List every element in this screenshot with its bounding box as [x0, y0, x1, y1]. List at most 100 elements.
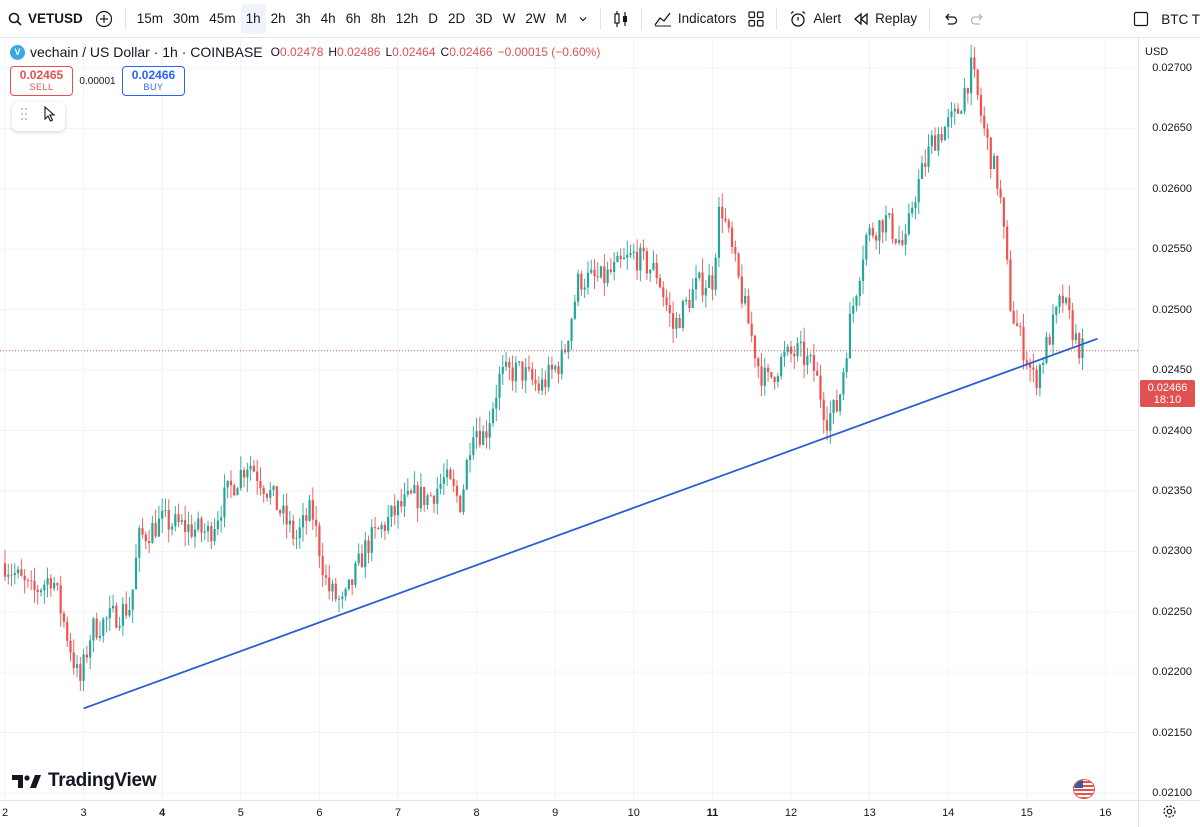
compare-symbol-button[interactable] [89, 4, 119, 34]
candle-body-up [197, 518, 200, 530]
candle-body-up [1074, 333, 1078, 341]
sell-button[interactable]: 0.02465 SELL [10, 66, 73, 96]
candle-body-up [7, 574, 10, 577]
interval-dropdown-button[interactable] [572, 4, 594, 34]
candle-body-up [282, 505, 285, 514]
interval-2h[interactable]: 2h [270, 11, 286, 26]
legend-title: vechain / US Dollar · 1h · COINBASE [30, 44, 263, 60]
candle-body-down [793, 353, 796, 357]
candle-body-up [681, 301, 685, 328]
candle-body-down [59, 585, 62, 614]
price-label: 0.02450 [1152, 364, 1192, 377]
candle-body-up [560, 349, 563, 375]
candle-body-down [177, 514, 180, 523]
interval-6h[interactable]: 6h [345, 11, 361, 26]
interval-w[interactable]: W [502, 11, 516, 26]
time-label: 4 [159, 807, 166, 819]
candle-body-down [115, 605, 118, 628]
candle-body-down [360, 553, 364, 568]
candle-body-down [377, 528, 380, 530]
low-value: 0.02464 [392, 45, 436, 59]
interval-45m[interactable]: 45m [209, 11, 236, 26]
interval-1h[interactable]: 1h [240, 3, 266, 34]
candle-body-up [1045, 336, 1048, 363]
candle-body-down [72, 652, 75, 669]
alert-button[interactable]: Alert [783, 4, 847, 34]
interval-2w[interactable]: 2W [525, 11, 546, 26]
interval-3h[interactable]: 3h [295, 11, 311, 26]
chart-type-button[interactable] [607, 4, 635, 34]
candle-body-down [334, 583, 337, 600]
time-label: 9 [552, 807, 559, 819]
candle-body-up [567, 340, 570, 353]
sell-label: SELL [29, 82, 54, 92]
layouts-button[interactable] [742, 4, 770, 34]
chevron-down-icon [578, 14, 588, 24]
candle-body-down [986, 128, 989, 138]
symbol-search[interactable]: VETUSD [0, 4, 89, 34]
interval-8h[interactable]: 8h [370, 11, 386, 26]
low-key: L [385, 45, 393, 59]
candle-body-up [246, 469, 249, 478]
us-flag-icon[interactable] [1073, 779, 1095, 799]
interval-4h[interactable]: 4h [320, 11, 336, 26]
close-value: 0.02466 [449, 45, 493, 59]
fullscreen-button[interactable] [1127, 4, 1155, 34]
replay-button[interactable]: Replay [847, 4, 923, 34]
candle-body-down [49, 578, 52, 589]
candle-body-down [318, 525, 321, 557]
time-label: 7 [394, 807, 402, 819]
interval-m[interactable]: M [555, 11, 567, 26]
price-scale[interactable]: 0.02700 0.02650 0.02600 0.02550 0.02500 0.024… [1138, 38, 1200, 800]
candle-body-up [888, 213, 891, 216]
candle-body-down [315, 519, 318, 526]
price-label: 0.02200 [1152, 666, 1192, 679]
undo-button[interactable] [936, 4, 964, 34]
interval-3d[interactable]: 3D [475, 11, 493, 26]
candle-body-up [1058, 295, 1061, 307]
drag-handle-icon[interactable] [20, 107, 28, 126]
price-label: 0.02600 [1152, 182, 1192, 195]
candle-body-up [780, 356, 783, 377]
replay-label: Replay [875, 11, 918, 26]
interval-15m[interactable]: 15m [136, 11, 164, 26]
candle-body-down [563, 349, 567, 353]
redo-button[interactable] [964, 4, 992, 34]
candle-body-up [269, 490, 272, 498]
interval-12h[interactable]: 12h [395, 11, 419, 26]
candle-body-up [786, 346, 789, 352]
interval-list: 15m 30m 45m 1h 2h 3h 4h 6h 8h 12h D 2D 3D W 2W M [132, 3, 572, 34]
interval-2d[interactable]: 2D [448, 11, 466, 26]
indicators-button[interactable]: Indicators [648, 4, 743, 34]
chart-pane[interactable] [0, 38, 1138, 800]
time-scale[interactable]: 2 3 4 5 6 7 8 9 10 11 12 13 14 15 16 [0, 800, 1138, 827]
interval-30m[interactable]: 30m [173, 11, 200, 26]
candle-body-up [518, 361, 521, 363]
candlestick-chart[interactable] [0, 38, 1138, 800]
floating-drawing-toolbar [12, 102, 65, 131]
candle-body-up [308, 500, 311, 521]
candle-body-down [835, 399, 838, 412]
tradingview-logo-icon [12, 775, 41, 788]
compare-symbol-tab[interactable]: BTC T [1155, 4, 1200, 34]
legend-close: C0.02466 [441, 45, 493, 59]
price-label: 0.02650 [1152, 122, 1192, 135]
candle-body-down [596, 276, 599, 278]
candle-body-down [33, 580, 36, 590]
candle-body-down [819, 375, 822, 400]
candle-body-up [796, 343, 799, 357]
candle-body-up [406, 490, 409, 495]
candle-body-up [1042, 362, 1045, 366]
chart-settings-button[interactable] [1138, 800, 1200, 827]
cursor-arrow-icon[interactable] [43, 105, 57, 127]
candle-body-up [1081, 338, 1084, 359]
candle-body-down [1061, 295, 1064, 304]
candle-body-up [390, 505, 393, 517]
buy-button[interactable]: 0.02466 BUY [122, 66, 185, 96]
interval-d[interactable]: D [428, 11, 439, 26]
candle-body-down [609, 269, 612, 272]
currency-label[interactable]: USD [1145, 46, 1169, 58]
buy-price: 0.02466 [131, 68, 176, 82]
candle-body-up [914, 202, 917, 208]
toolbar-divider [929, 7, 931, 30]
